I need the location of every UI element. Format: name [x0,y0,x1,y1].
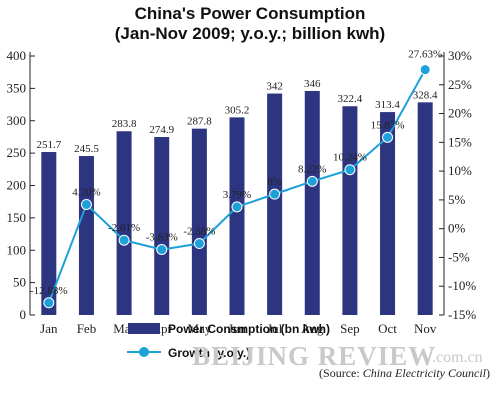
left-tick-label: 150 [7,210,27,225]
growth-value-label: -3.63% [146,232,178,244]
growth-value-label: 6% [267,176,282,188]
watermark-suffix: .com.cn [432,349,483,366]
bar-nov [417,102,433,316]
growth-value-label: 4.20% [72,186,100,198]
bar-may [191,128,207,315]
left-tick-label: 350 [7,80,27,95]
growth-point-jul [269,188,281,200]
x-tick-label: Jan [40,321,58,336]
growth-value-label: -2.58% [183,226,215,238]
growth-point-oct [382,131,394,143]
bar-value-label: 328.4 [413,89,438,101]
bar-jun [229,117,245,316]
left-tick-label: 50 [13,275,26,290]
x-tick-label: Jul [267,321,283,336]
right-axis: -15% -10% -5% 0% 5% 10% 15% 20% 25% 30% [439,48,476,322]
bar-value-label: 287.8 [187,116,212,128]
left-tick-label: 100 [7,242,27,257]
x-tick-label: Sep [340,321,360,336]
right-tick-label: 30% [448,48,472,63]
legend-bar-swatch [128,323,160,334]
bar-jan [41,152,57,315]
left-tick-label: 300 [7,113,27,128]
bar-value-label: 245.5 [74,143,99,155]
growth-point-jun [231,201,243,213]
growth-point-may [193,238,205,250]
bar-series [41,90,433,316]
right-tick-label: -15% [448,307,476,322]
growth-value-label: 3.79% [223,189,251,201]
growth-value-label: 15.87% [371,119,405,131]
growth-value-label: 27.63% [408,49,442,61]
left-tick-label: 250 [7,145,27,160]
bar-apr [154,137,170,315]
x-tick-label: May [187,321,211,336]
x-tick-label: Feb [77,321,97,336]
bar-value-label: 346 [304,78,321,90]
chart-subtitle: (Jan-Nov 2009; y.o.y.; billion kwh) [114,24,386,43]
growth-point-jan [43,297,55,309]
growth-point-nov [419,64,431,76]
source-note: (Source: China Electricity Council) [319,366,490,381]
x-tick-label: Nov [414,321,437,336]
line-labels: -12.88% 4.20% -2.01% -3.63% -2.58% 3.79% 6% 8.2… [30,49,442,297]
bar-oct [380,112,396,315]
bar-value-label: 305.2 [225,104,250,116]
x-tick-label: Jun [228,321,247,336]
growth-point-apr [156,244,168,256]
left-tick-label: 400 [7,48,27,63]
legend-bar-label: Power Consmption (bn kwh) [168,322,330,336]
growth-point-mar [118,234,130,246]
growth-point-sep [344,164,356,176]
bar-value-label: 251.7 [36,139,61,151]
bar-value-label: 322.4 [338,93,363,105]
growth-point-feb [80,198,92,210]
bar-value-label: 283.8 [112,118,137,130]
x-tick-label: Aug [301,321,324,336]
right-tick-label: -5% [448,249,470,264]
bar-value-label: 313.4 [375,99,400,111]
chart-title: China's Power Consumption [134,4,366,23]
right-tick-label: 15% [448,134,472,149]
left-tick-label: 0 [20,307,27,322]
bar-labels: 251.7 245.5 283.8 274.9 287.8 305.2 342 346 322.… [36,78,438,155]
legend: Power Consmption (bn kwh) Growth (y.o.y.) [127,322,330,360]
bar-value-label: 342 [266,81,283,93]
bar-mar [116,131,132,315]
source-prefix: (Source: [319,366,363,380]
right-tick-label: -10% [448,278,476,293]
right-tick-label: 0% [448,221,466,236]
bar-sep [342,106,358,315]
legend-line-label: Growth (y.o.y.) [168,346,250,360]
right-tick-label: 10% [448,163,472,178]
growth-value-label: 8.22% [298,163,326,175]
bar-value-label: 274.9 [149,124,174,136]
left-tick-label: 200 [7,178,27,193]
bar-feb [78,156,94,315]
right-tick-label: 25% [448,77,472,92]
right-tick-label: 5% [448,192,466,207]
legend-line-marker [139,347,149,357]
left-axis: 0 50 100 150 200 250 300 350 400 [7,48,35,322]
growth-point-aug [306,175,318,187]
source-suffix: ) [486,366,490,380]
growth-value-label: -12.88% [30,285,68,297]
watermark: BEIJING REVIEW [192,341,437,371]
bar-jul [267,93,283,316]
growth-value-label: 10.24% [333,152,367,164]
line-series [43,64,431,309]
source-name: China Electricity Council [362,366,486,380]
x-tick-label: Oct [378,321,397,336]
right-tick-label: 20% [448,106,472,121]
growth-value-label: -2.01% [108,222,140,234]
bar-aug [304,90,320,315]
